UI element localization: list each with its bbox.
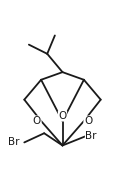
Text: Br: Br [8,137,20,147]
Text: Br: Br [85,131,97,141]
Text: O: O [58,111,67,121]
Text: O: O [84,116,92,126]
Text: O: O [33,116,41,126]
